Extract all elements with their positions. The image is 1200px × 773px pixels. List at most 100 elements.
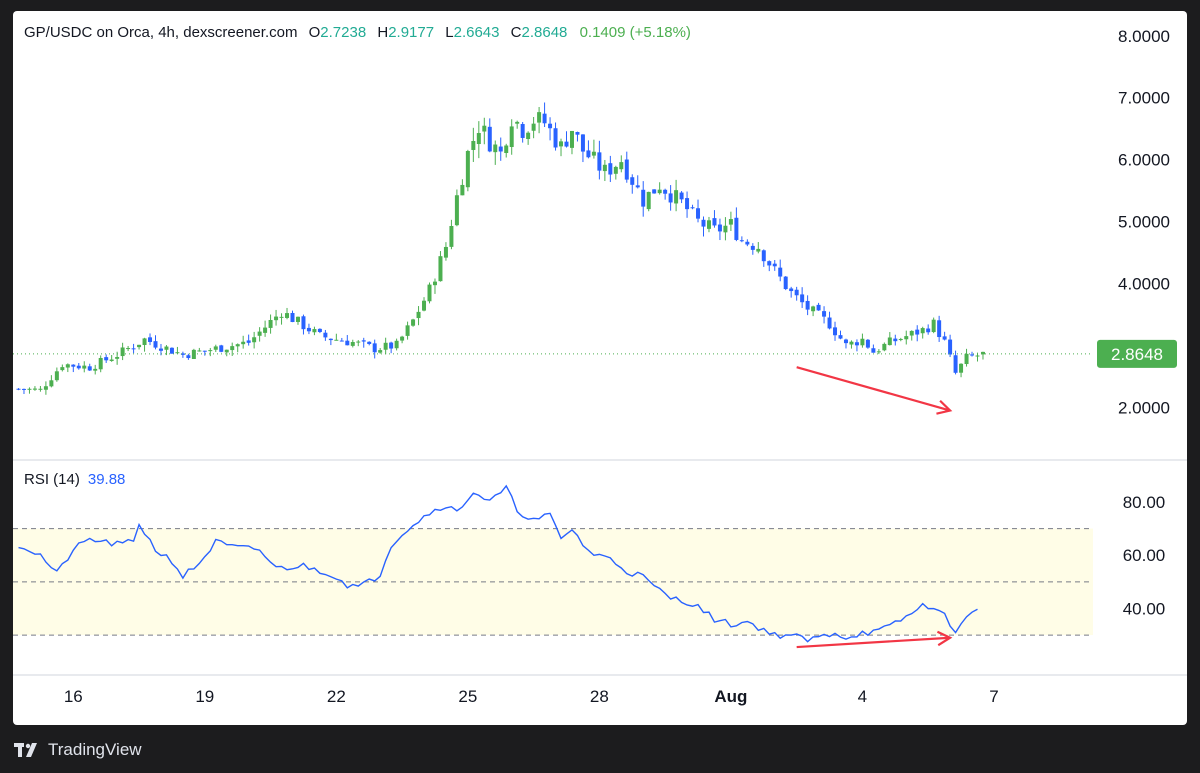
candle-body xyxy=(191,349,196,359)
candle-body xyxy=(197,350,202,352)
candle-body xyxy=(805,300,810,310)
candle-body xyxy=(761,250,766,262)
candle-body xyxy=(263,327,268,333)
candle-body xyxy=(800,294,805,303)
time-axis-tick: 7 xyxy=(989,687,998,706)
candle-body xyxy=(317,328,322,332)
candle-body xyxy=(487,126,492,152)
candle-body xyxy=(739,240,744,242)
chart-canvas[interactable]: 2.00003.00004.00005.00006.00007.00008.00… xyxy=(13,11,1187,725)
rsi-axis-tick: 80.00 xyxy=(1123,493,1166,512)
candle-body xyxy=(54,371,59,381)
candle-body xyxy=(575,132,580,135)
candle-body xyxy=(65,364,70,368)
candle-body xyxy=(909,330,914,336)
price-axis-tick: 8.0000 xyxy=(1118,27,1170,46)
candle-body xyxy=(778,267,783,277)
candle-body xyxy=(717,224,722,232)
candle-body xyxy=(811,306,816,312)
candle-body xyxy=(706,220,711,229)
price-divergence-arrow-shaft xyxy=(796,366,951,412)
candle-body xyxy=(948,339,953,355)
candle-body xyxy=(449,225,454,247)
candle-body xyxy=(564,141,569,147)
candle-body xyxy=(734,217,739,240)
candle-body xyxy=(38,388,43,390)
candle-body xyxy=(515,121,520,124)
open-value: 2.7238 xyxy=(320,24,367,41)
candle-body xyxy=(257,331,262,336)
candle-body xyxy=(635,185,640,188)
price-axis-tick: 6.0000 xyxy=(1118,151,1170,170)
candle-body xyxy=(871,348,876,353)
price-axis-tick: 5.0000 xyxy=(1118,213,1170,232)
candle-body xyxy=(252,337,257,343)
candle-body xyxy=(104,357,109,361)
candle-body xyxy=(613,166,618,174)
candle-body xyxy=(893,338,898,342)
low-value: 2.6643 xyxy=(453,24,500,41)
candle-body xyxy=(887,337,892,346)
rsi-value: 39.88 xyxy=(87,471,126,488)
candle-body xyxy=(542,113,547,124)
candle-body xyxy=(526,132,531,140)
candle-body xyxy=(230,346,235,351)
candle-body xyxy=(931,319,936,333)
chart-card: 2.00003.00004.00005.00006.00007.00008.00… xyxy=(13,11,1187,725)
candle-body xyxy=(674,190,679,204)
candle-body xyxy=(213,346,218,350)
low-label: L xyxy=(445,24,454,41)
candle-body xyxy=(367,341,372,344)
candle-body xyxy=(411,319,416,326)
candle-body xyxy=(169,347,174,354)
candle-body xyxy=(843,339,848,344)
candle-body xyxy=(208,350,213,352)
candle-body xyxy=(789,288,794,292)
close-label: C xyxy=(510,24,522,41)
symbol-legend: GP/USDC on Orca, 4h, dexscreener.com O2.… xyxy=(24,24,691,41)
time-axis-tick: Aug xyxy=(714,687,747,706)
time-axis-tick: 25 xyxy=(458,687,477,706)
candle-body xyxy=(422,300,427,311)
time-axis-tick: 19 xyxy=(195,687,214,706)
candles-group xyxy=(16,102,985,395)
candle-body xyxy=(350,342,355,346)
candle-body xyxy=(586,150,591,158)
candle-body xyxy=(728,219,733,225)
candle-body xyxy=(164,346,169,350)
candle-body xyxy=(767,261,772,266)
candle-body xyxy=(663,189,668,194)
candle-body xyxy=(334,339,339,341)
high-label: H xyxy=(377,24,389,41)
candle-body xyxy=(32,388,37,390)
candle-body xyxy=(854,342,859,346)
candle-body xyxy=(646,191,651,210)
candle-body xyxy=(224,349,229,353)
candle-body xyxy=(745,241,750,245)
price-axis-tick: 4.0000 xyxy=(1118,275,1170,294)
candle-body xyxy=(548,123,553,129)
candle-body xyxy=(750,245,755,250)
candle-body xyxy=(783,276,788,290)
candle-body xyxy=(246,340,251,343)
candle-body xyxy=(378,350,383,353)
high-value: 2.9177 xyxy=(388,24,435,41)
candle-body xyxy=(756,248,761,252)
footer: TradingView xyxy=(14,739,142,761)
candle-body xyxy=(109,359,114,362)
candle-body xyxy=(158,348,163,351)
candle-body xyxy=(274,316,279,321)
candle-body xyxy=(82,365,87,369)
candle-body xyxy=(580,134,585,152)
candle-body xyxy=(838,335,843,339)
candle-body xyxy=(219,345,224,352)
candle-body xyxy=(60,367,65,371)
rsi-label: RSI (14) xyxy=(24,471,80,488)
candle-body xyxy=(131,348,136,350)
candle-body xyxy=(175,352,180,354)
candle-body xyxy=(597,152,602,171)
candle-body xyxy=(87,366,92,371)
candle-body xyxy=(279,316,284,318)
tradingview-logo-icon xyxy=(14,743,37,757)
candle-body xyxy=(43,386,48,390)
